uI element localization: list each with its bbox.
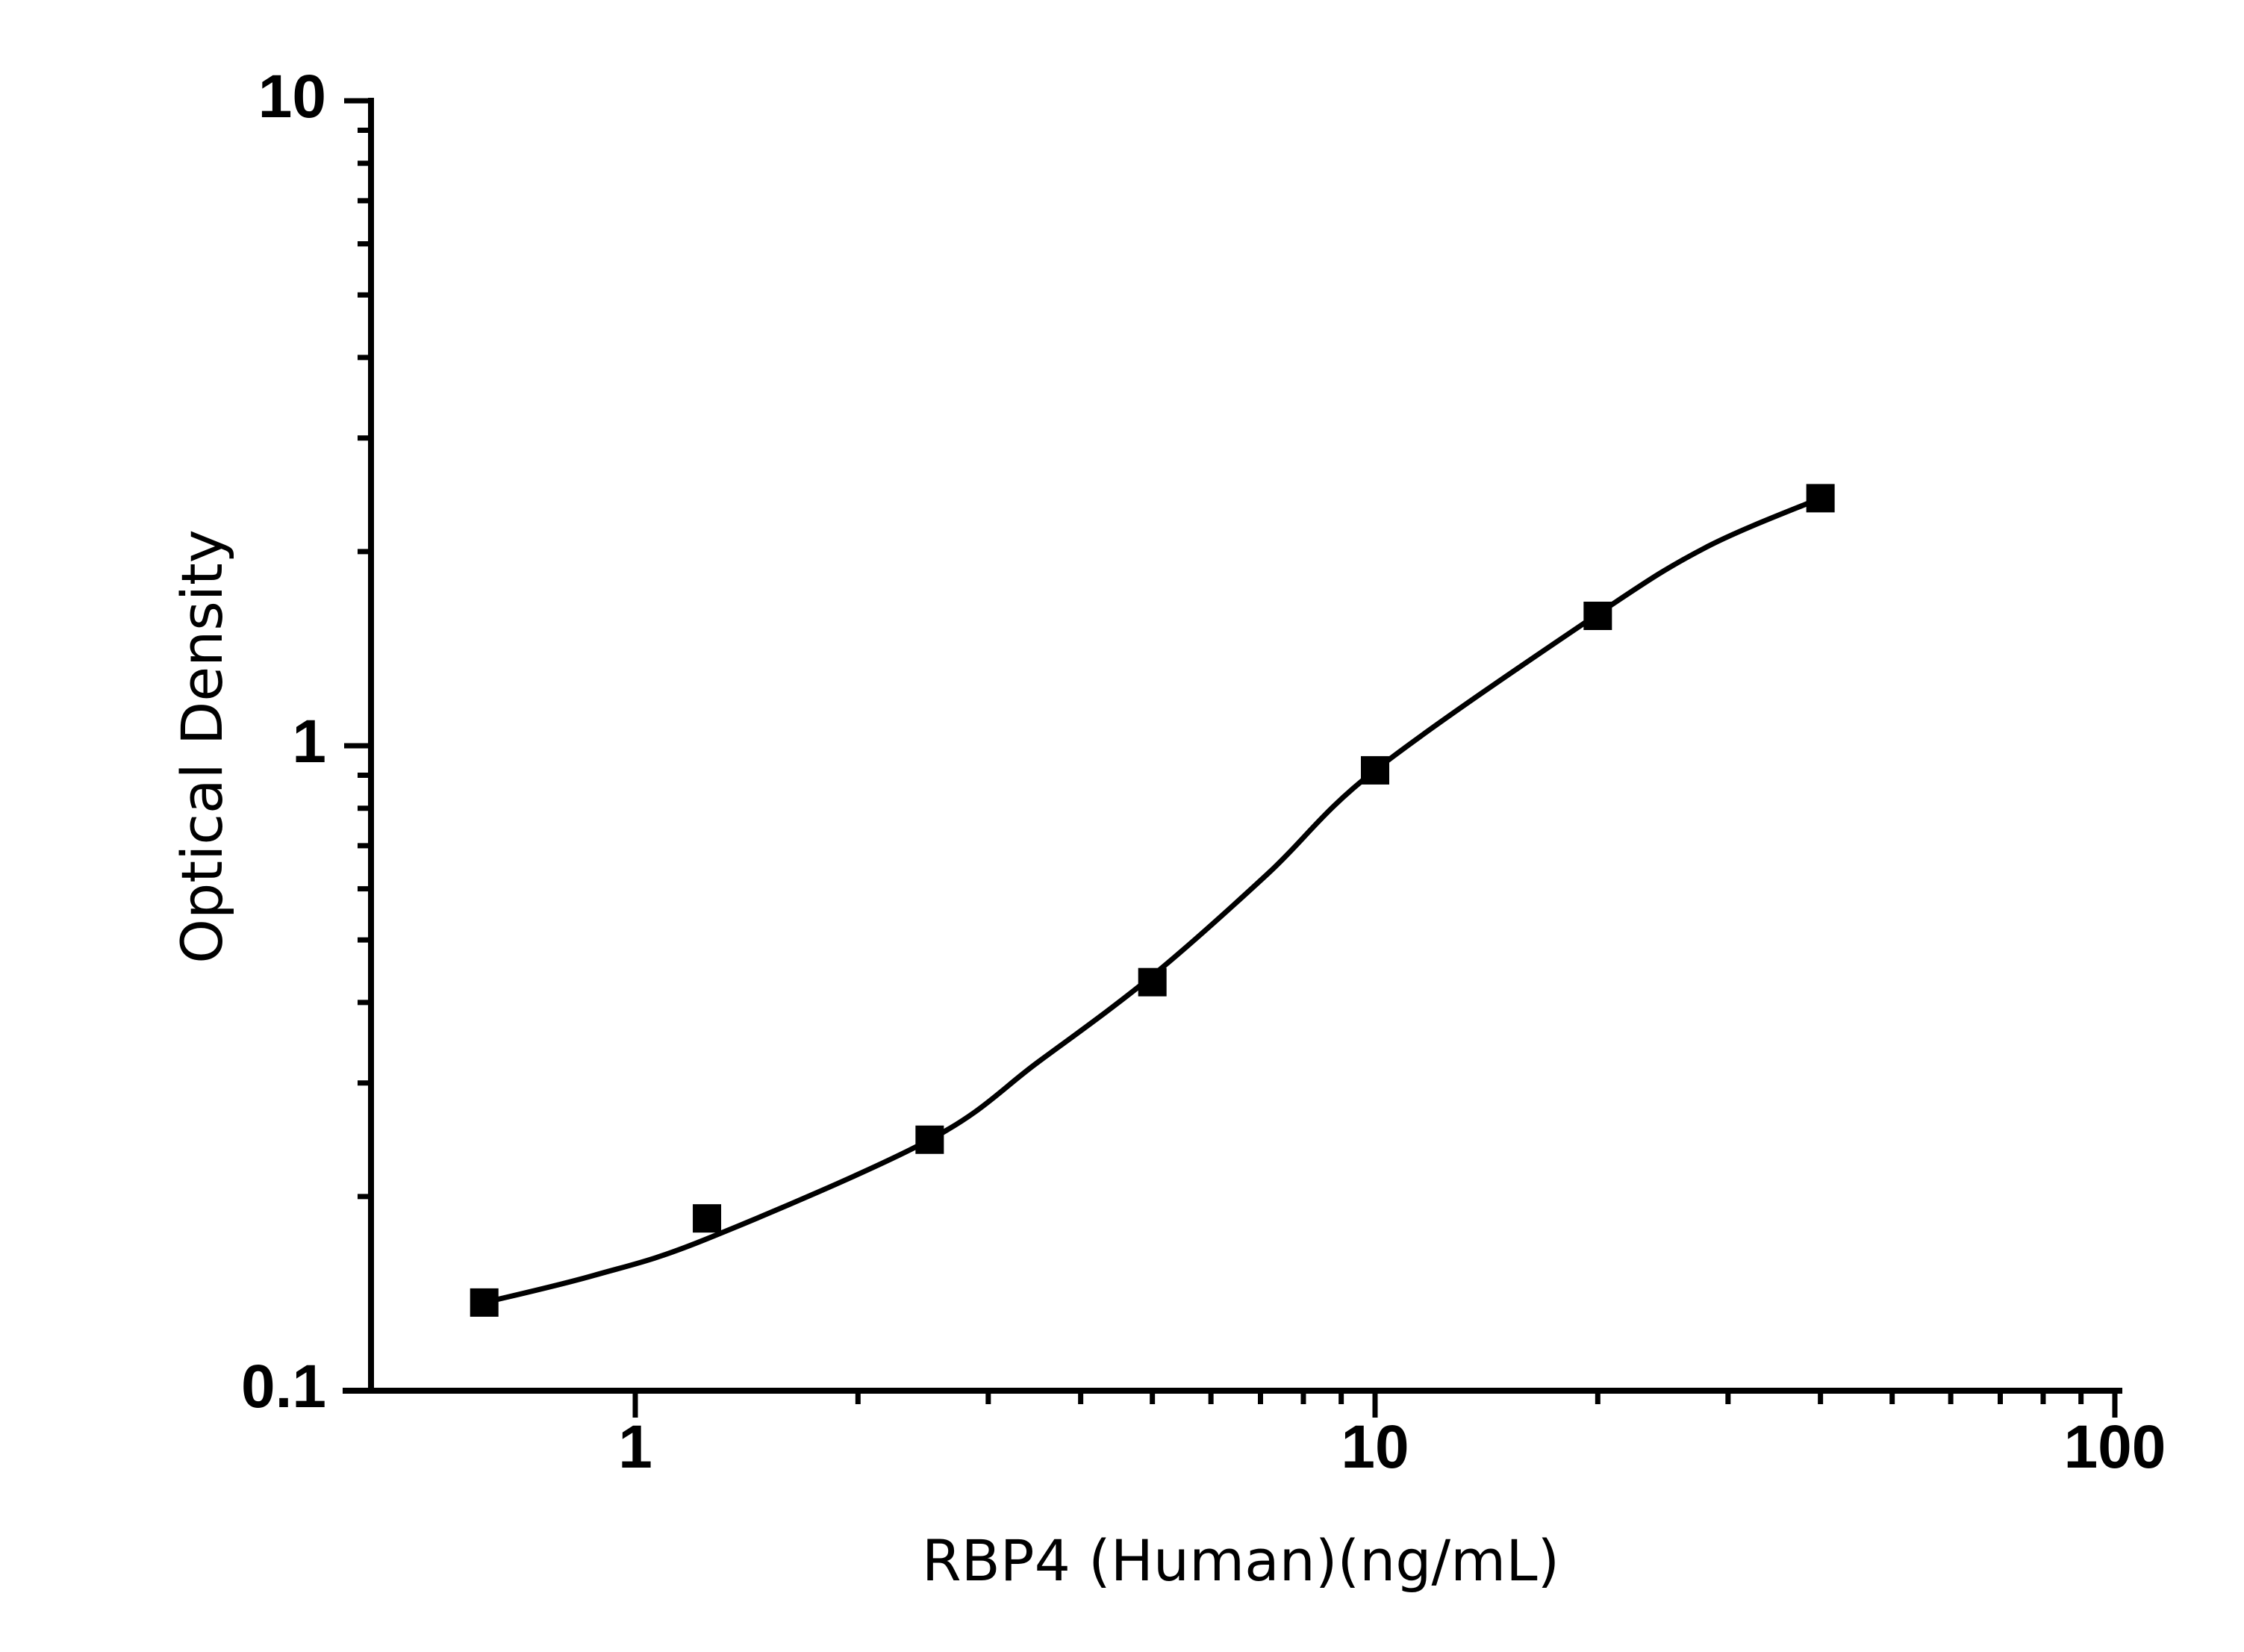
x-tick-label: 1 (618, 1413, 652, 1481)
data-point-marker (470, 1288, 499, 1317)
data-point-marker (1583, 601, 1612, 630)
data-points (470, 484, 1835, 1317)
data-point-marker (1361, 755, 1389, 785)
fit-curve-line (481, 495, 1824, 1306)
data-point-marker (693, 1204, 722, 1233)
y-axis-title: Optical Density (169, 529, 235, 964)
x-tick-label: 100 (2064, 1413, 2166, 1481)
plot-area: 0.1 1 10 1 10 100 (241, 63, 2166, 1481)
x-axis-tick-labels: 1 10 100 (618, 1413, 2166, 1481)
y-tick-label: 0.1 (241, 1353, 326, 1421)
y-tick-label: 10 (258, 63, 326, 131)
y-tick-label: 1 (292, 708, 326, 776)
data-point-marker (1806, 484, 1835, 513)
x-tick-label: 10 (1341, 1413, 1409, 1481)
x-axis-title: RBP4 (Human)(ng/mL) (922, 1527, 1559, 1594)
y-axis-ticks (344, 98, 371, 1394)
data-point-marker (915, 1125, 944, 1154)
data-point-marker (1138, 967, 1167, 997)
y-axis-tick-labels: 0.1 1 10 (241, 63, 326, 1421)
